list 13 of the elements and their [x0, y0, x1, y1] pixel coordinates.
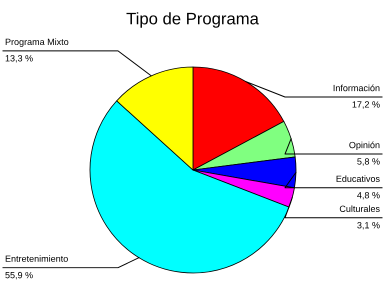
data-label: 5,8 % — [357, 158, 380, 166]
slice-label: Entretenimiento — [6, 255, 68, 262]
slice-label: Educativos — [336, 175, 380, 182]
chart-title: Tipo de Programa — [126, 12, 259, 28]
data-label: 13,3 % — [6, 55, 33, 63]
data-label: 55,9 % — [5, 272, 33, 280]
slice-label: Información — [334, 84, 380, 92]
data-label: 3,1 % — [357, 222, 380, 230]
slice-label: Culturales — [340, 205, 380, 212]
slice-label: Opinión — [349, 141, 380, 150]
data-label: 4,8 % — [357, 192, 380, 200]
data-label: 17,2 % — [352, 101, 380, 109]
slice-label: Programa Mixto — [6, 38, 68, 47]
